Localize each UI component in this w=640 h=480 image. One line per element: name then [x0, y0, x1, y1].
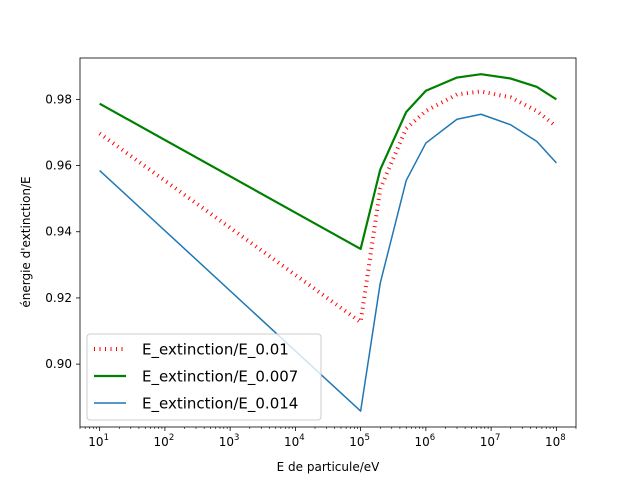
x-tick-exponent: 1: [104, 433, 109, 443]
series-layer: [98, 73, 558, 412]
legend-label-1: E_extinction/E_0.01: [142, 341, 289, 360]
legend-label-3: E_extinction/E_0.014: [142, 395, 298, 414]
series-line-2: [99, 73, 557, 251]
x-tick-base: 10: [480, 435, 495, 449]
x-tick-label: 105: [349, 433, 370, 449]
y-tick-label: 0.98: [45, 92, 72, 106]
x-tick-exponent: 7: [495, 433, 500, 443]
x-tick-base: 10: [219, 435, 234, 449]
legend-box: [86, 333, 322, 421]
x-tick-label: 101: [88, 433, 109, 449]
plot-frame: [79, 57, 577, 428]
legend-label-2: E_extinction/E_0.007: [142, 368, 298, 387]
x-tick-label: 108: [545, 433, 566, 449]
x-tick-base: 10: [284, 435, 299, 449]
x-tick-base: 10: [88, 435, 103, 449]
y-tick-label: 0.94: [45, 225, 72, 239]
x-tick-label: 103: [219, 433, 240, 449]
x-axis-ticks: 101 102 103 104 105 106 107 108: [88, 427, 566, 449]
legend: E_extinction/E_0.01 E_extinction/E_0.007 E…: [86, 333, 322, 421]
y-axis-ticks: 0.90 0.92 0.94 0.96 0.98: [45, 92, 80, 371]
y-tick-label: 0.90: [45, 357, 72, 371]
y-tick-label: 0.96: [45, 159, 72, 173]
x-tick-label: 107: [480, 433, 501, 449]
x-tick-base: 10: [154, 435, 169, 449]
x-tick-exponent: 4: [299, 433, 304, 443]
series-line-3: [99, 113, 557, 412]
x-tick-base: 10: [415, 435, 430, 449]
x-tick-label: 102: [154, 433, 175, 449]
y-axis-label: énergie d'extinction/E: [19, 176, 33, 307]
y-tick-label: 0.92: [45, 291, 72, 305]
x-tick-exponent: 8: [560, 433, 565, 443]
x-tick-exponent: 2: [169, 433, 174, 443]
x-tick-label: 106: [415, 433, 436, 449]
x-tick-label: 104: [284, 433, 305, 449]
x-tick-base: 10: [349, 435, 364, 449]
x-tick-base: 10: [545, 435, 560, 449]
x-tick-exponent: 6: [430, 433, 435, 443]
x-axis-label: E de particule/eV: [277, 460, 381, 474]
x-tick-exponent: 3: [234, 433, 239, 443]
x-tick-exponent: 5: [365, 433, 370, 443]
x-axis-minor-ticks: [79, 427, 577, 429]
legend-entries: E_extinction/E_0.01 E_extinction/E_0.007 E…: [94, 341, 298, 414]
